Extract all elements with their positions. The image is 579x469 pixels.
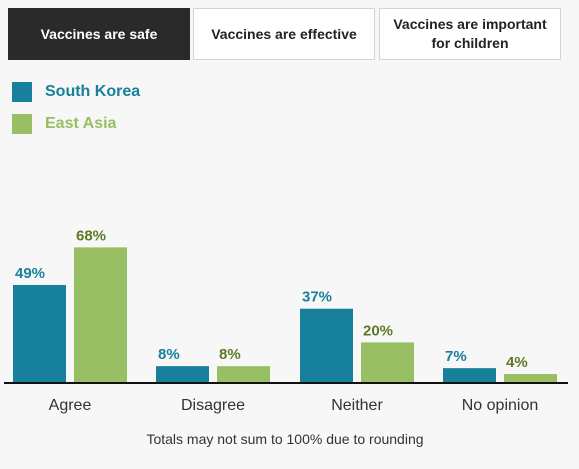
x-tick-label-no-opinion: No opinion: [462, 397, 539, 414]
legend-swatch-south-korea: [12, 82, 32, 102]
data-label-south-korea-neither: 37%: [302, 289, 332, 306]
data-label-east-asia-neither: 20%: [363, 322, 393, 339]
tab-vaccines-effective[interactable]: Vaccines are effective: [193, 8, 375, 60]
x-tick-label-disagree: Disagree: [181, 397, 245, 414]
bar-east-asia-no-opinion: [504, 374, 557, 382]
x-tick-label-neither: Neither: [331, 397, 383, 414]
data-label-south-korea-agree: 49%: [15, 265, 45, 282]
legend-label-south-korea: South Korea: [45, 83, 141, 100]
bar-east-asia-neither: [361, 342, 414, 382]
x-tick-label-agree: Agree: [49, 397, 92, 414]
bar-south-korea-agree: [13, 284, 66, 382]
tab-vaccines-safe[interactable]: Vaccines are safe: [8, 8, 190, 60]
data-label-east-asia-disagree: 8%: [219, 346, 241, 363]
legend-item-south-korea: South Korea: [12, 82, 140, 102]
chart-legend: South Korea East Asia: [12, 82, 140, 146]
bar-south-korea-disagree: [156, 366, 209, 382]
data-label-south-korea-disagree: 8%: [158, 346, 180, 363]
tab-bar: Vaccines are safe Vaccines are effective…: [8, 8, 561, 62]
legend-item-east-asia: East Asia: [12, 114, 140, 134]
data-label-east-asia-no-opinion: 4%: [506, 354, 528, 371]
tab-vaccines-important-children-label: Vaccines are important for children: [393, 16, 547, 51]
bar-south-korea-no-opinion: [443, 368, 496, 382]
bar-east-asia-agree: [74, 247, 127, 382]
legend-swatch-east-asia: [12, 114, 32, 134]
bar-east-asia-disagree: [217, 366, 270, 382]
footnote: Totals may not sum to 100% due to roundi…: [146, 431, 424, 447]
data-label-east-asia-agree: 68%: [76, 227, 106, 244]
tab-vaccines-important-children[interactable]: Vaccines are important for children: [379, 8, 561, 60]
bar-south-korea-neither: [300, 308, 353, 382]
legend-label-east-asia: East Asia: [45, 115, 117, 132]
data-label-south-korea-no-opinion: 7%: [445, 348, 467, 365]
